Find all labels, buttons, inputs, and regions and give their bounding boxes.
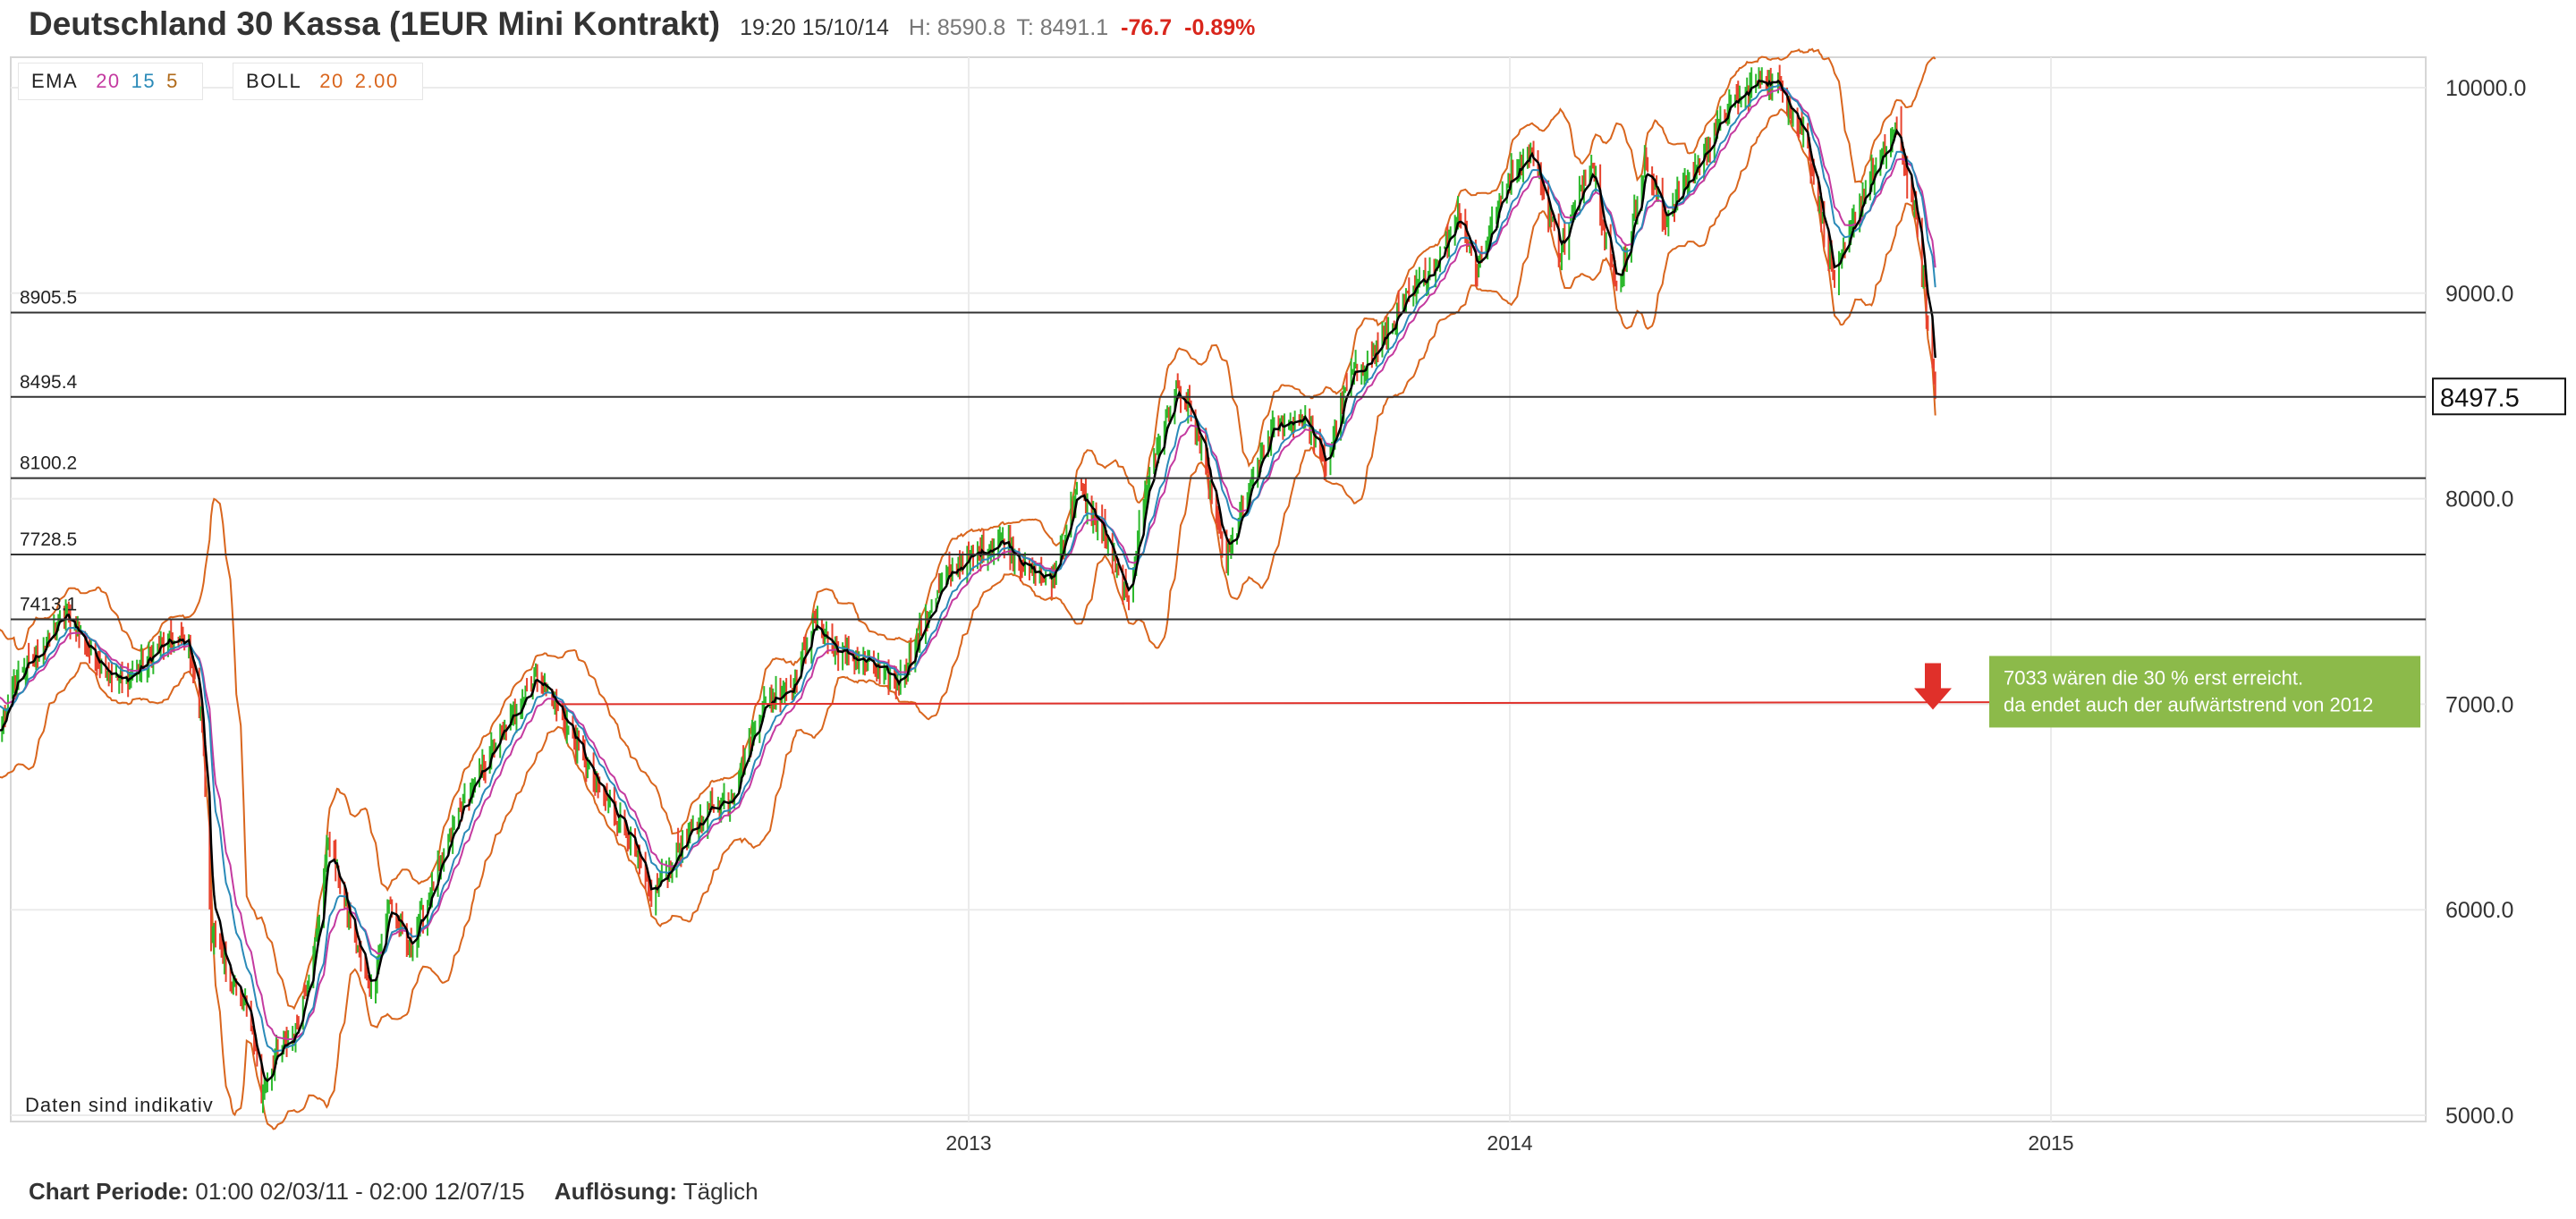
- instrument-title: Deutschland 30 Kassa (1EUR Mini Kontrakt…: [29, 5, 721, 42]
- boll-legend[interactable]: BOLL 20 2.00: [233, 63, 423, 100]
- x-axis-labels: 2013 2014 2015: [945, 1131, 2073, 1155]
- x-tick-label: 2014: [1487, 1131, 1532, 1155]
- y-axis-labels: 10000.0 9000.0 8000.0 7000.0 6000.0 5000.0: [2445, 76, 2526, 1129]
- ema-5-line: [0, 79, 1936, 1083]
- chart-header: Deutschland 30 Kassa (1EUR Mini Kontrakt…: [29, 5, 1255, 55]
- quote-change-pct: -0.89%: [1184, 15, 1256, 40]
- plot-area: [10, 56, 2427, 1122]
- ema-15-line: [0, 84, 1936, 1054]
- y-tick-label: 8000.0: [2445, 487, 2513, 512]
- annotation-text: 7033 wären die 30 % erst erreicht.: [2004, 666, 2303, 689]
- annotation-text: da endet auch der aufwärtstrend von 2012: [2004, 693, 2373, 715]
- quote-low: T: 8491.1: [1016, 15, 1109, 40]
- ema-20-line: [0, 88, 1936, 1041]
- quote-change: -76.7: [1121, 15, 1173, 40]
- level-label: 8905.5: [20, 288, 77, 309]
- y-tick-label: 7000.0: [2445, 692, 2513, 717]
- ema-lines: [0, 79, 1936, 1083]
- boll-period-value: 20: [319, 70, 344, 92]
- level-label: 7413.1: [20, 594, 77, 614]
- level-label: 7728.5: [20, 529, 77, 550]
- ema-15-value: 15: [131, 70, 157, 92]
- current-price-box: [2432, 377, 2566, 416]
- boll-stddev-value: 2.00: [354, 70, 399, 92]
- x-tick-label: 2015: [2028, 1131, 2073, 1155]
- period-label: Chart Periode:: [29, 1178, 190, 1205]
- ema-legend[interactable]: EMA 20 15 5: [18, 63, 203, 100]
- ema-20-value: 20: [96, 70, 121, 92]
- down-arrow-icon: [1914, 663, 1952, 710]
- y-tick-label: 10000.0: [2445, 76, 2526, 101]
- quote-time: 19:20 15/10/14: [740, 15, 889, 40]
- level-lines: 8905.5 8495.4 8100.2 7728.5 7413.1 8497.5: [11, 288, 2566, 621]
- quote-high: H: 8590.8: [908, 15, 1006, 40]
- level-label: 8495.4: [20, 372, 78, 393]
- y-tick-label: 5000.0: [2445, 1104, 2513, 1129]
- period-value: 01:00 02/03/11 - 02:00 12/07/15: [195, 1178, 525, 1205]
- ema-legend-label: EMA: [31, 70, 79, 92]
- disclaimer-label: Daten sind indikativ: [25, 1094, 214, 1116]
- boll-upper-band: [0, 47, 1936, 1011]
- resolution-value: Täglich: [682, 1178, 758, 1205]
- bollinger-bands: [0, 47, 1936, 1130]
- y-tick-label: 6000.0: [2445, 898, 2513, 923]
- resolution-label: Auflösung:: [554, 1178, 677, 1205]
- boll-legend-label: BOLL: [246, 70, 302, 92]
- annotation-box: [1989, 656, 2420, 728]
- level-label: 8100.2: [20, 453, 77, 474]
- trend-line-group: [561, 701, 2005, 706]
- y-tick-label: 9000.0: [2445, 282, 2513, 307]
- chart-footer: Chart Periode: 01:00 02/03/11 - 02:00 12…: [29, 1178, 758, 1206]
- annotation: 7033 wären die 30 % erst erreicht. da end…: [25, 656, 2420, 1116]
- boll-lower-band: [0, 108, 1936, 1130]
- trend-line: [561, 701, 2005, 706]
- x-tick-label: 2013: [945, 1131, 991, 1155]
- current-price-label: 8497.5: [2440, 384, 2520, 412]
- ema-5-value: 5: [166, 70, 179, 92]
